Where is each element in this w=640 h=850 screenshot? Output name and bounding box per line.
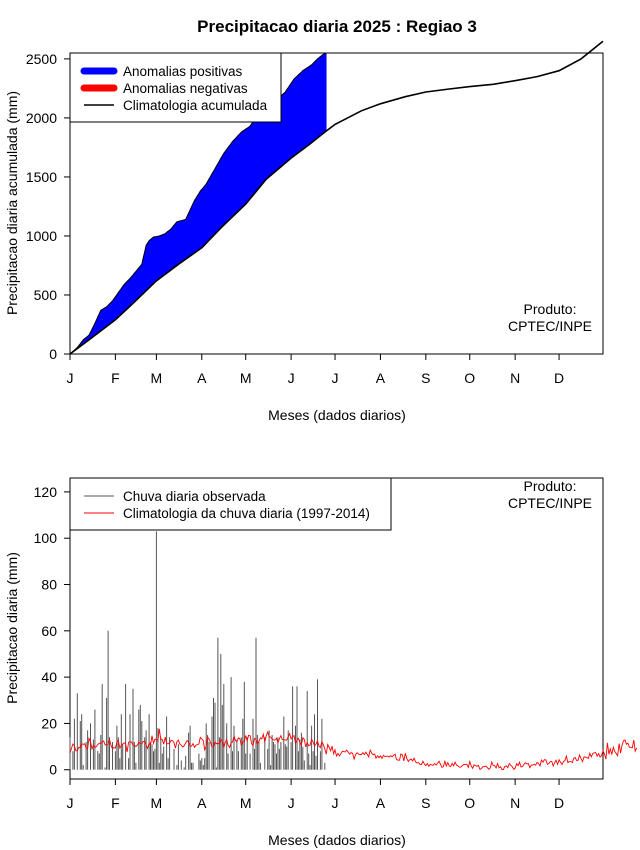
daily-y-axis-label: Precipitacao diaria (mm) bbox=[4, 552, 20, 704]
accumulated-legend: Anomalias positivas Anomalias negativas … bbox=[69, 52, 282, 123]
climatology-accumulated-line bbox=[69, 40, 604, 355]
daily-x-tick-label: J bbox=[332, 795, 339, 811]
legend-label-observed: Chuva diaria observada bbox=[123, 489, 266, 504]
accumulated-y-tick-label: 2000 bbox=[26, 110, 57, 126]
daily-x-tick-label: J bbox=[288, 795, 295, 811]
daily-series bbox=[69, 531, 638, 771]
daily-x-tick-label: J bbox=[67, 795, 74, 811]
daily-x-tick-label: O bbox=[464, 795, 475, 811]
accumulated-y-tick-label: 1500 bbox=[26, 169, 57, 185]
accumulated-y-axis-label: Precipitacao diaria acumulada (mm) bbox=[4, 91, 20, 315]
daily-legend: Chuva diaria observada Climatologia da c… bbox=[69, 477, 392, 531]
daily-legend-box bbox=[69, 477, 392, 531]
daily-x-tick-label: N bbox=[510, 795, 520, 811]
credit-line-2: CPTEC/INPE bbox=[508, 495, 592, 511]
daily-y-tick-label: 120 bbox=[34, 484, 58, 500]
credit-line-1: Produto: bbox=[524, 478, 577, 494]
daily-x-tick-label: F bbox=[111, 795, 120, 811]
daily-y-ticks: 0 20 40 60 80 100 120 bbox=[34, 484, 71, 778]
daily-y-tick-label: 40 bbox=[41, 669, 57, 685]
legend-label-daily-climatology: Climatologia da chuva diaria (1997-2014) bbox=[123, 506, 370, 521]
legend-label-positive: Anomalias positivas bbox=[123, 64, 243, 79]
accumulated-y-tick-label: 2500 bbox=[26, 51, 57, 67]
accumulated-series bbox=[69, 40, 604, 355]
accumulated-x-tick-label: F bbox=[111, 370, 120, 386]
accumulated-x-axis-label: Meses (dados diarios) bbox=[268, 407, 406, 423]
daily-y-tick-label: 60 bbox=[41, 623, 57, 639]
daily-y-tick-label: 80 bbox=[41, 577, 57, 593]
accumulated-y-tick-label: 1000 bbox=[26, 228, 57, 244]
accumulated-panel: Precipitacao diaria acumulada (mm) Meses… bbox=[4, 40, 604, 423]
daily-x-tick-label: D bbox=[554, 795, 564, 811]
accumulated-x-tick-label: J bbox=[67, 370, 74, 386]
daily-y-tick-label: 100 bbox=[34, 530, 58, 546]
accumulated-x-tick-label: O bbox=[464, 370, 475, 386]
daily-panel: Precipitacao diaria (mm) Meses (dados di… bbox=[4, 477, 638, 848]
accumulated-x-tick-label: J bbox=[332, 370, 339, 386]
accumulated-x-tick-label: J bbox=[288, 370, 295, 386]
accumulated-x-tick-label: A bbox=[197, 370, 207, 386]
credit-line-2: CPTEC/INPE bbox=[508, 318, 592, 334]
accumulated-x-tick-label: M bbox=[240, 370, 252, 386]
accumulated-y-tick-label: 0 bbox=[49, 346, 57, 362]
daily-credit: Produto: CPTEC/INPE bbox=[508, 478, 592, 511]
accumulated-x-tick-label: D bbox=[554, 370, 564, 386]
credit-line-1: Produto: bbox=[524, 301, 577, 317]
daily-x-tick-label: A bbox=[376, 795, 386, 811]
chart-title: Precipitacao diaria 2025 : Regiao 3 bbox=[197, 17, 477, 36]
daily-y-tick-label: 0 bbox=[49, 762, 57, 778]
accumulated-y-tick-label: 500 bbox=[34, 287, 58, 303]
accumulated-credit: Produto: CPTEC/INPE bbox=[508, 301, 592, 334]
accumulated-x-tick-label: A bbox=[376, 370, 386, 386]
daily-x-tick-label: A bbox=[197, 795, 207, 811]
accumulated-x-tick-label: S bbox=[421, 370, 430, 386]
legend-label-negative: Anomalias negativas bbox=[123, 81, 248, 96]
observed-accumulated-edge bbox=[69, 53, 327, 355]
daily-climatology-line bbox=[69, 728, 638, 771]
daily-y-tick-label: 20 bbox=[41, 715, 57, 731]
daily-x-tick-label: M bbox=[151, 795, 163, 811]
legend-label-climatology: Climatologia acumulada bbox=[123, 98, 268, 113]
accumulated-x-tick-label: N bbox=[510, 370, 520, 386]
daily-x-tick-label: S bbox=[421, 795, 430, 811]
daily-x-axis-label: Meses (dados diarios) bbox=[268, 832, 406, 848]
daily-x-tick-label: M bbox=[240, 795, 252, 811]
accumulated-x-tick-label: M bbox=[151, 370, 163, 386]
accumulated-y-ticks: 0 500 1000 1500 2000 2500 bbox=[26, 51, 71, 362]
